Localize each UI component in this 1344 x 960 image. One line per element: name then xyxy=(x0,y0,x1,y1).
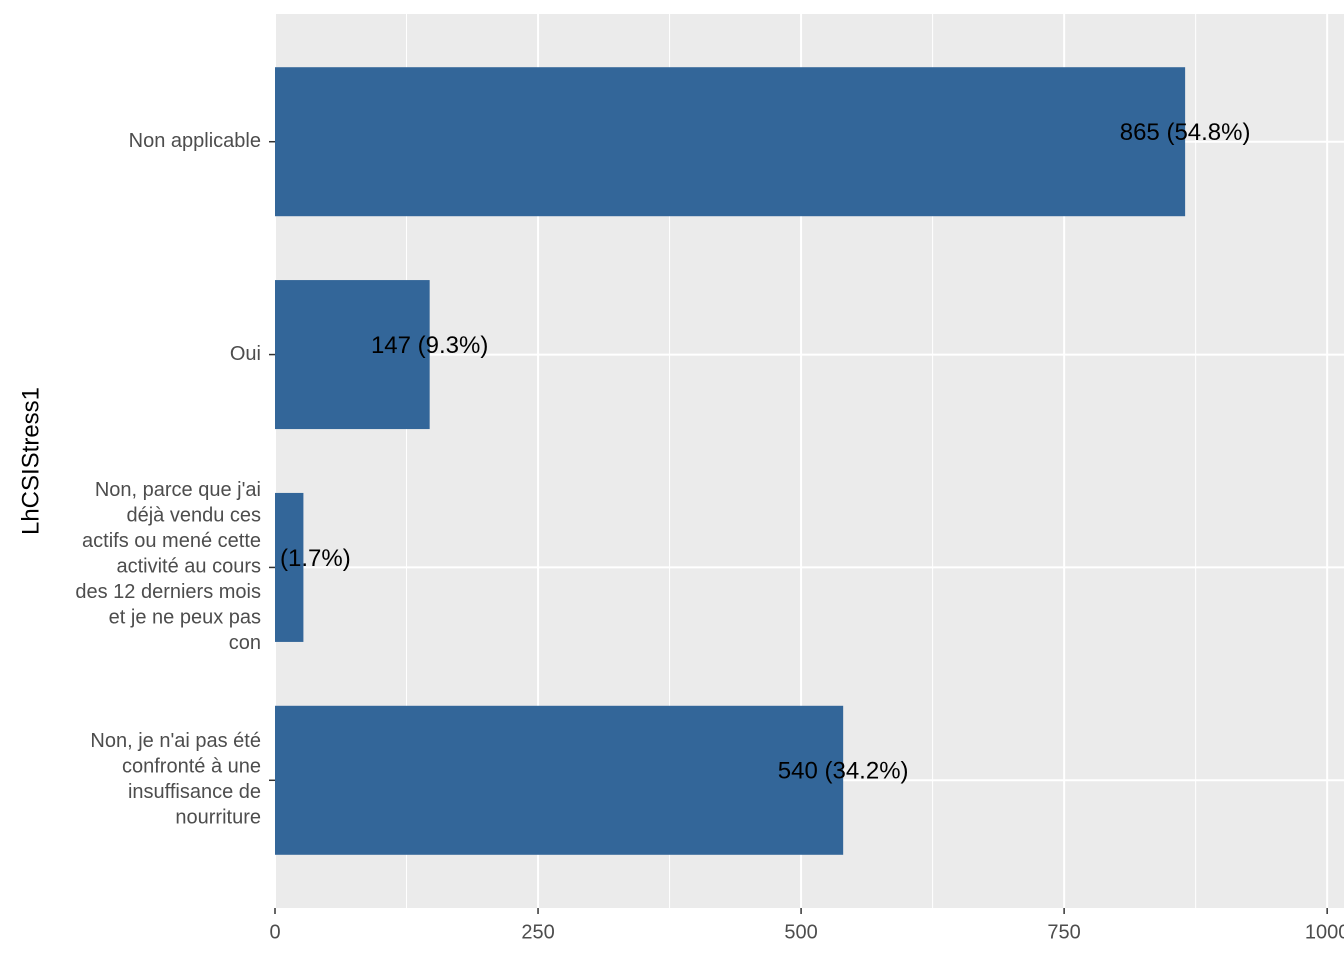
bar xyxy=(275,492,304,642)
x-tick-label: 500 xyxy=(784,921,817,943)
bar xyxy=(275,705,844,855)
y-tick-label: Non, je n'ai pas été confronté à une insuf… xyxy=(90,730,261,829)
bar xyxy=(275,67,1186,217)
y-tick-label: Non applicable xyxy=(129,130,261,152)
x-tick-label: 750 xyxy=(1047,921,1080,943)
value-label: 147 (9.3%) xyxy=(371,332,488,359)
value-label: (1.7%) xyxy=(280,545,351,572)
y-tick-label: Oui xyxy=(230,343,261,365)
y-tick-label: Non, parce que j'ai déjà vendu ces actifs … xyxy=(75,479,261,654)
value-label: 540 (34.2%) xyxy=(778,758,909,785)
x-tick-label: 0 xyxy=(269,921,280,943)
y-axis-title: LhCSIStress1 xyxy=(17,387,44,535)
value-label: 865 (54.8%) xyxy=(1120,119,1251,146)
bar xyxy=(275,280,430,430)
x-tick-label: 1000 xyxy=(1305,921,1344,943)
x-tick-label: 250 xyxy=(521,921,554,943)
